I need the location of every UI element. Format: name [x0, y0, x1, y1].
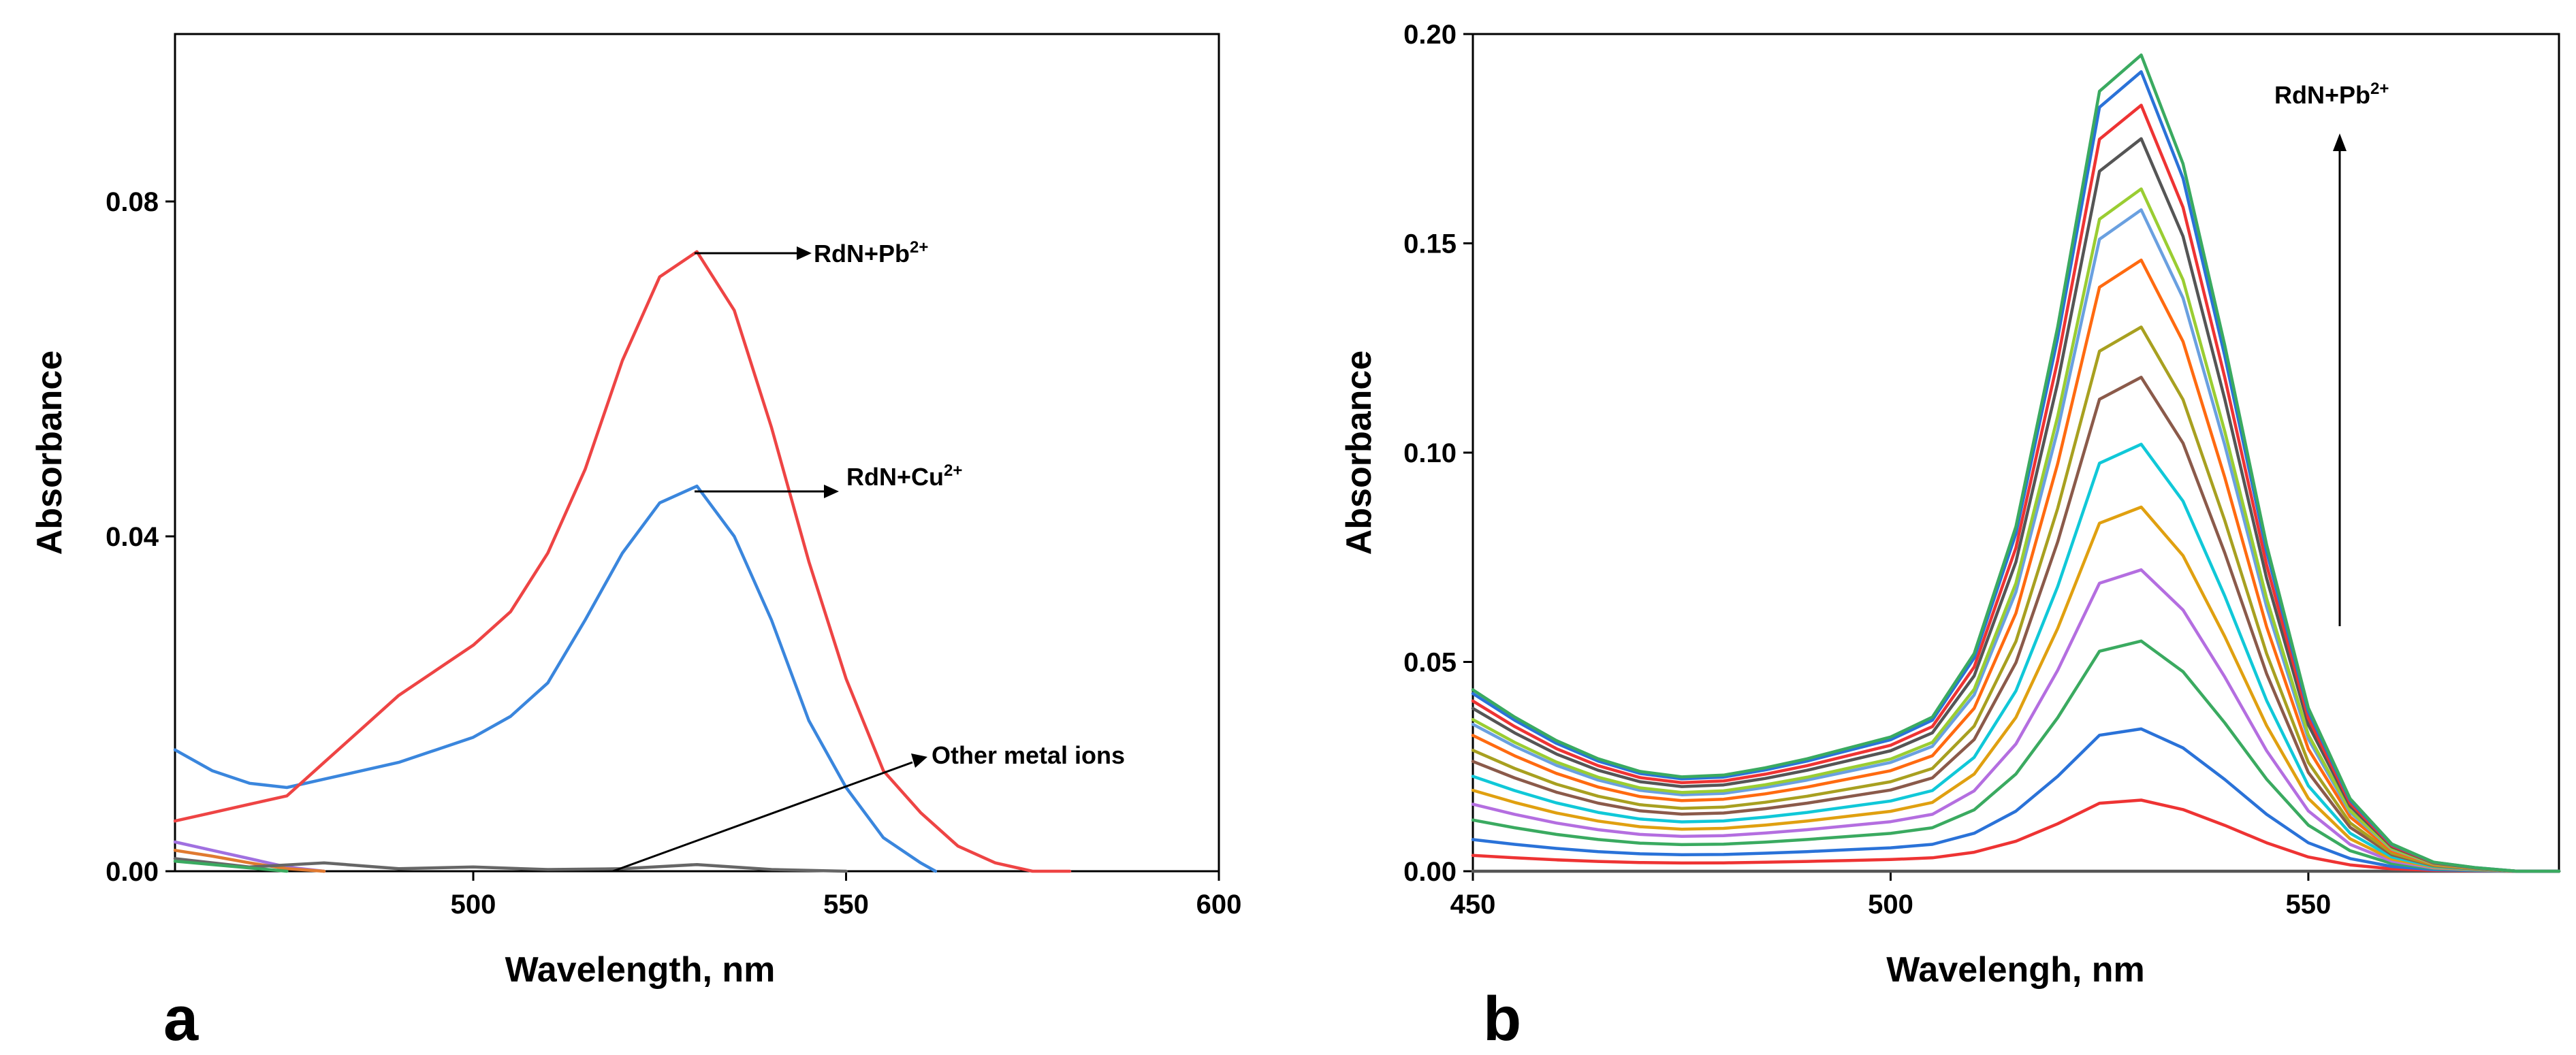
x-ticks-b: 450 500 550 — [1450, 871, 2332, 920]
y-tick-label-b-2: 0.10 — [1403, 438, 1457, 468]
series-a-1 — [173, 484, 938, 873]
x-tick-label-a-1: 550 — [823, 890, 869, 920]
series-b-9 — [1471, 258, 2561, 873]
x-tick-label-a-2: 600 — [1196, 890, 1242, 920]
y-tick-label-a-1: 0.04 — [106, 522, 159, 552]
panel-label-b: b — [1483, 984, 1521, 1054]
annotation-pb-b: RdN+Pb2+ — [2274, 80, 2389, 626]
annotation-pb-a: RdN+Pb2+ — [695, 238, 928, 267]
annotation-other-a-arrowhead — [911, 753, 927, 768]
y-ticks-a: 0.00 0.04 0.08 — [106, 187, 175, 887]
series-b-2 — [1471, 727, 2561, 873]
x-tick-label-b-1: 500 — [1868, 890, 1913, 920]
y-tick-label-b-4: 0.20 — [1403, 20, 1457, 50]
y-axis-title-a: Absorbance — [30, 351, 69, 555]
x-axis-title-a: Wavelength, nm — [505, 950, 776, 990]
y-tick-label-b-0: 0.00 — [1403, 857, 1457, 887]
series-b-15 — [1471, 53, 2561, 873]
series-a-3 — [173, 849, 326, 873]
series-b-5 — [1471, 505, 2561, 873]
x-axis-title-b: Wavelengh, nm — [1886, 950, 2144, 990]
annotation-cu-a-sup: 2+ — [944, 461, 962, 480]
series-b-13 — [1471, 103, 2561, 873]
annotation-pb-a-sup: 2+ — [910, 238, 928, 257]
annotation-pb-a-arrowhead — [797, 246, 812, 260]
series-b-8 — [1471, 325, 2561, 873]
series-a-5 — [173, 859, 289, 873]
series-b-14 — [1471, 70, 2561, 873]
series-b-6 — [1471, 442, 2561, 873]
y-tick-label-b-1: 0.05 — [1403, 648, 1457, 678]
annotation-other-a: Other metal ions — [612, 741, 1125, 873]
plot-frame-a — [174, 33, 1220, 873]
annotation-cu-a: RdN+Cu2+ — [695, 461, 962, 498]
x-tick-label-a-0: 500 — [451, 890, 496, 920]
y-tick-label-b-3: 0.15 — [1403, 229, 1457, 259]
y-ticks-b: 0.00 0.05 0.10 0.15 0.20 — [1403, 20, 1473, 887]
series-b-4 — [1471, 568, 2561, 873]
annotation-pb-b-sup: 2+ — [2370, 80, 2389, 98]
series-a-0 — [173, 250, 1072, 873]
series-b-11 — [1471, 187, 2561, 873]
x-tick-label-b-2: 550 — [2286, 890, 2332, 920]
series-b-7 — [1471, 376, 2561, 873]
x-tick-label-b-0: 450 — [1450, 890, 1496, 920]
annotation-pb-b-label: RdN+Pb — [2274, 81, 2370, 109]
annotation-cu-a-label: RdN+Cu — [846, 463, 944, 491]
series-group-a — [173, 250, 1072, 873]
series-a-4 — [173, 857, 848, 873]
annotation-other-a-arrow — [612, 761, 913, 873]
y-axis-title-b: Absorbance — [1339, 351, 1379, 555]
y-tick-label-a-0: 0.00 — [106, 857, 159, 887]
series-group-b — [1471, 53, 2561, 873]
panel-a: 0.000.040.08 500 550 600 RdN+Pb2+ RdN+Cu2+… — [30, 33, 1242, 1054]
panel-label-a: a — [163, 984, 199, 1054]
annotation-pb-a-label: RdN+Pb — [814, 240, 910, 267]
series-b-1 — [1471, 798, 2561, 873]
svg-text:RdN+Pb2+: RdN+Pb2+ — [814, 238, 928, 267]
y-tick-label-a-2: 0.08 — [106, 187, 159, 217]
x-ticks-a: 500 550 600 — [451, 871, 1242, 920]
annotation-cu-a-arrowhead — [824, 485, 839, 498]
series-b-3 — [1471, 639, 2561, 873]
svg-text:RdN+Pb2+: RdN+Pb2+ — [2274, 80, 2389, 109]
svg-text:RdN+Cu2+: RdN+Cu2+ — [846, 461, 962, 491]
series-b-12 — [1471, 137, 2561, 873]
annotation-pb-b-arrowhead — [2333, 133, 2347, 151]
panel-b: 0.000.050.100.150.20 450 500 550 RdN+Pb2+ … — [1339, 20, 2561, 1054]
annotation-other-a-label: Other metal ions — [932, 741, 1125, 769]
